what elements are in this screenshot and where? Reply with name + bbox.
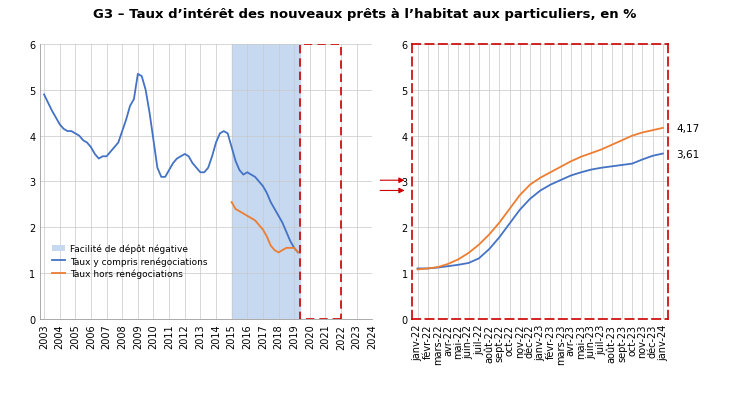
Bar bbox=[300, 45, 341, 319]
Text: G3 – Taux d’intérêt des nouveaux prêts à l’habitat aux particuliers, en %: G3 – Taux d’intérêt des nouveaux prêts à… bbox=[93, 8, 637, 21]
Text: 3,61: 3,61 bbox=[676, 149, 699, 159]
Text: 4,17: 4,17 bbox=[676, 124, 699, 134]
Legend: Facilité de dépôt négative, Taux y compris renégociations, Taux hors renégociati: Facilité de dépôt négative, Taux y compr… bbox=[48, 240, 211, 282]
Bar bbox=[231, 45, 300, 319]
